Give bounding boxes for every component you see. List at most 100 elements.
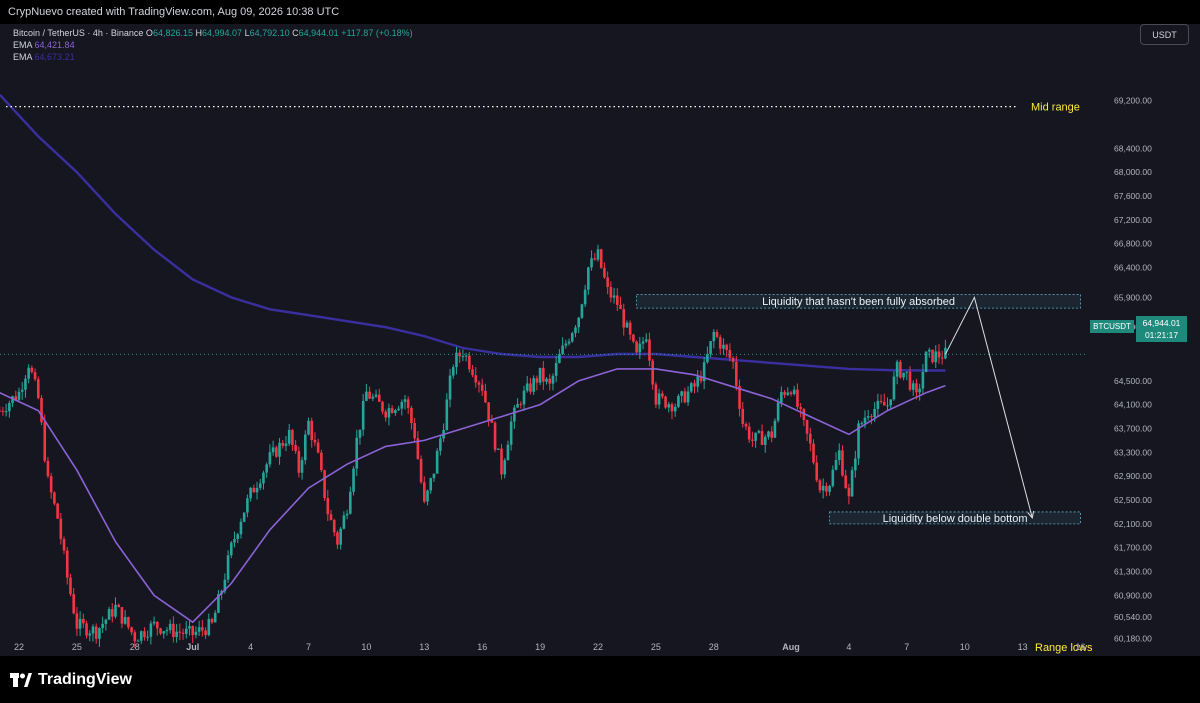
candle-body (371, 396, 375, 399)
candle-body (837, 450, 841, 461)
candle-body (487, 402, 490, 421)
candle-body (226, 555, 230, 580)
candle-body (783, 392, 786, 395)
candle-body (850, 470, 854, 497)
candle-body (188, 626, 191, 629)
candle-body (490, 420, 494, 423)
candle-body (657, 393, 661, 405)
candle-body (88, 633, 92, 636)
candle-body (780, 392, 783, 403)
candle-body (207, 619, 211, 636)
candle-body (860, 423, 864, 425)
candle-body (397, 408, 400, 411)
candle-body (320, 452, 323, 471)
y-tick-label: 69,200.00 (1114, 96, 1152, 106)
candle-body (400, 402, 404, 409)
candle-body (468, 355, 471, 370)
candle-body (831, 469, 835, 486)
candle-body (911, 383, 915, 390)
candle-body (326, 498, 330, 515)
candle-body (423, 482, 426, 502)
candle-body (844, 475, 847, 488)
candle-body (551, 375, 555, 384)
candle-body (123, 617, 127, 624)
last-price-badge: BTCUSDT 64,944.01 01:21:17 (1087, 316, 1187, 342)
candle-body (246, 498, 249, 513)
candle-body (262, 472, 265, 484)
candle-body (641, 341, 645, 344)
legend-ema1-row[interactable]: EMA 64,421.84 (13, 39, 413, 51)
candle-body (172, 623, 175, 638)
candle-body (239, 521, 243, 535)
candle-body (310, 420, 314, 440)
candle-body (46, 460, 50, 477)
candle-body (561, 345, 564, 355)
x-tick-label: 22 (593, 642, 603, 652)
candle-body (40, 397, 43, 423)
candle-body (776, 402, 780, 421)
candle-body (365, 391, 368, 401)
candle-body (815, 462, 819, 481)
candle-body (677, 395, 680, 407)
candle-body (201, 627, 204, 631)
top-bar: CrypNuevo created with TradingView.com, … (0, 0, 1200, 24)
candle-body (532, 378, 535, 392)
candle-body (139, 631, 143, 641)
candle-body (670, 404, 674, 412)
candle-body (583, 289, 587, 305)
candle-body (886, 405, 889, 407)
chart-panel[interactable]: Mid range Range lows Liquidity that hasn't… (0, 24, 1200, 656)
candle-body (156, 621, 159, 629)
candle-body (445, 399, 449, 431)
candle-body (361, 400, 365, 430)
candle-body (69, 577, 72, 595)
candle-body (735, 361, 738, 387)
candle-body (104, 619, 108, 624)
tradingview-logo-icon (10, 673, 32, 687)
ema-fast-line (0, 368, 946, 624)
annotation-mid-range: Mid range (1031, 102, 1080, 114)
candle-body (56, 503, 59, 519)
candle-body (718, 337, 722, 349)
y-tick-label: 67,200.00 (1114, 215, 1152, 225)
candle-body (168, 623, 172, 631)
candle-body (107, 609, 111, 620)
candle-body (297, 451, 301, 473)
candle-body (902, 372, 905, 378)
candle-body (303, 434, 307, 461)
chart-plot[interactable]: Mid range Range lows Liquidity that hasn't… (0, 24, 1200, 656)
candle-body (230, 542, 233, 556)
candle-body (635, 341, 638, 353)
candle-body (27, 367, 30, 379)
candle-body (931, 349, 934, 363)
candle-body (879, 400, 883, 402)
y-tick-label: 62,100.00 (1114, 519, 1152, 529)
candle-body (197, 627, 201, 632)
tradingview-logo[interactable]: TradingView (10, 671, 132, 689)
candle-body (432, 473, 436, 479)
candle-body (500, 448, 503, 475)
x-tick-label: Jul (186, 642, 199, 652)
x-tick-label: 13 (419, 642, 429, 652)
candle-body (934, 351, 938, 363)
x-tick-label: Aug (782, 642, 800, 652)
candle-body (802, 408, 806, 421)
candle-body (603, 267, 606, 278)
candle-body (596, 249, 600, 260)
x-tick-label: 10 (361, 642, 371, 652)
candle-body (525, 383, 529, 391)
candle-body (0, 410, 1, 412)
candle-body (419, 458, 423, 483)
candle-body (329, 514, 333, 521)
candle-body (480, 384, 484, 391)
currency-button[interactable]: USDT (1140, 24, 1189, 45)
candle-body (394, 410, 397, 413)
legend-ema2-row[interactable]: EMA 64,673.21 (13, 51, 413, 63)
candle-body (680, 391, 683, 396)
candle-body (577, 317, 580, 328)
candle-body (821, 485, 825, 491)
candle-body (65, 550, 69, 578)
legend-ohlc-row: Bitcoin / TetherUS · 4h · Binance O64,82… (13, 27, 413, 39)
candle-body (741, 408, 745, 425)
candle-body (94, 626, 98, 639)
